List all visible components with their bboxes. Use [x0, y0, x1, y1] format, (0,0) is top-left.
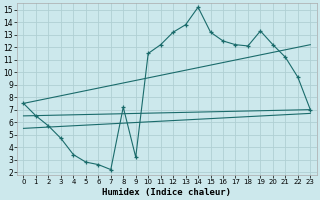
- X-axis label: Humidex (Indice chaleur): Humidex (Indice chaleur): [102, 188, 231, 197]
